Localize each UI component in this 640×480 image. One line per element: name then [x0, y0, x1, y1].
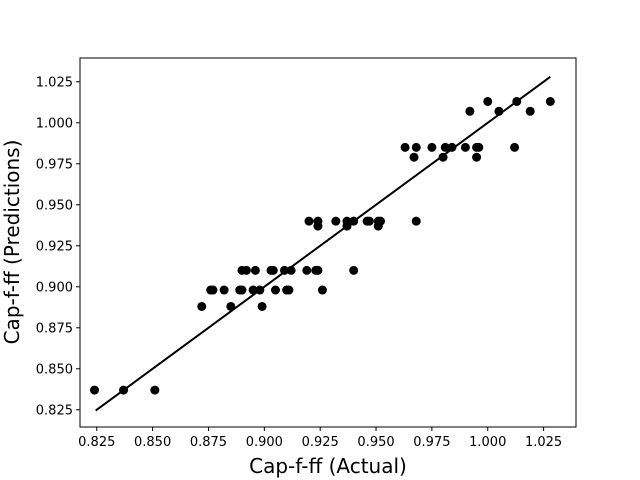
data-point — [313, 221, 323, 231]
data-point — [150, 385, 160, 395]
data-point — [460, 142, 470, 152]
data-point — [364, 216, 374, 226]
data-point — [284, 285, 294, 295]
data-point — [286, 265, 296, 275]
data-point — [268, 265, 278, 275]
data-point — [313, 265, 323, 275]
data-point — [119, 385, 129, 395]
data-point — [376, 216, 386, 226]
data-point — [90, 385, 100, 395]
data-point — [411, 216, 421, 226]
data-point — [411, 142, 421, 152]
data-point — [525, 106, 535, 116]
data-point — [474, 142, 484, 152]
data-point — [270, 285, 280, 295]
data-point — [248, 285, 258, 295]
fit-line — [95, 76, 551, 412]
data-point — [304, 216, 314, 226]
data-point — [494, 106, 504, 116]
data-point — [545, 96, 555, 106]
data-point — [241, 265, 251, 275]
data-point — [226, 301, 236, 311]
data-point — [440, 142, 450, 152]
data-point — [255, 285, 265, 295]
x-tick-label: 0.850 — [134, 435, 171, 450]
data-point — [349, 265, 359, 275]
data-point — [219, 285, 229, 295]
x-tick-label: 0.900 — [246, 435, 283, 450]
y-axis-label: Cap-f-ff (Predictions) — [0, 140, 24, 345]
x-tick-label: 1.000 — [469, 435, 506, 450]
data-point — [510, 142, 520, 152]
y-tick-label: 0.875 — [36, 321, 73, 336]
x-tick-label: 0.875 — [190, 435, 227, 450]
data-point — [447, 142, 457, 152]
y-tick-label: 0.850 — [36, 362, 73, 377]
data-point — [427, 142, 437, 152]
data-point — [317, 285, 327, 295]
data-point — [279, 265, 289, 275]
data-point — [302, 265, 312, 275]
data-point — [400, 142, 410, 152]
x-tick-label: 0.925 — [302, 435, 339, 450]
plot-frame — [79, 57, 577, 428]
data-point — [349, 216, 359, 226]
y-tick-label: 0.900 — [36, 280, 73, 295]
x-tick-label: 0.825 — [78, 435, 115, 450]
data-point — [331, 216, 341, 226]
data-point — [250, 265, 260, 275]
x-tick-label: 0.975 — [413, 435, 450, 450]
plot-marks — [90, 76, 555, 412]
data-point — [438, 152, 448, 162]
y-tick-label: 1.025 — [36, 75, 73, 90]
x-tick-label: 0.950 — [357, 435, 394, 450]
x-axis-ticks: 0.825 0.850 0.875 0.900 0.925 0.950 0.975 1.000… — [78, 427, 562, 450]
y-tick-label: 1.000 — [36, 116, 73, 131]
y-tick-label: 0.950 — [36, 198, 73, 213]
data-point — [237, 285, 247, 295]
data-point — [472, 152, 482, 162]
y-axis-ticks: 0.825 0.850 0.875 0.900 0.925 0.950 0.975 1.000… — [36, 75, 80, 418]
data-point — [512, 96, 522, 106]
data-point — [483, 96, 493, 106]
data-point — [409, 152, 419, 162]
x-tick-label: 1.025 — [525, 435, 562, 450]
data-point — [197, 301, 207, 311]
x-axis-label: Cap-f-ff (Actual) — [249, 454, 407, 478]
data-point — [208, 285, 218, 295]
data-point — [257, 301, 267, 311]
data-point — [465, 106, 475, 116]
y-tick-label: 0.925 — [36, 239, 73, 254]
y-tick-label: 0.975 — [36, 157, 73, 172]
data-point — [342, 221, 352, 231]
y-tick-label: 0.825 — [36, 403, 73, 418]
